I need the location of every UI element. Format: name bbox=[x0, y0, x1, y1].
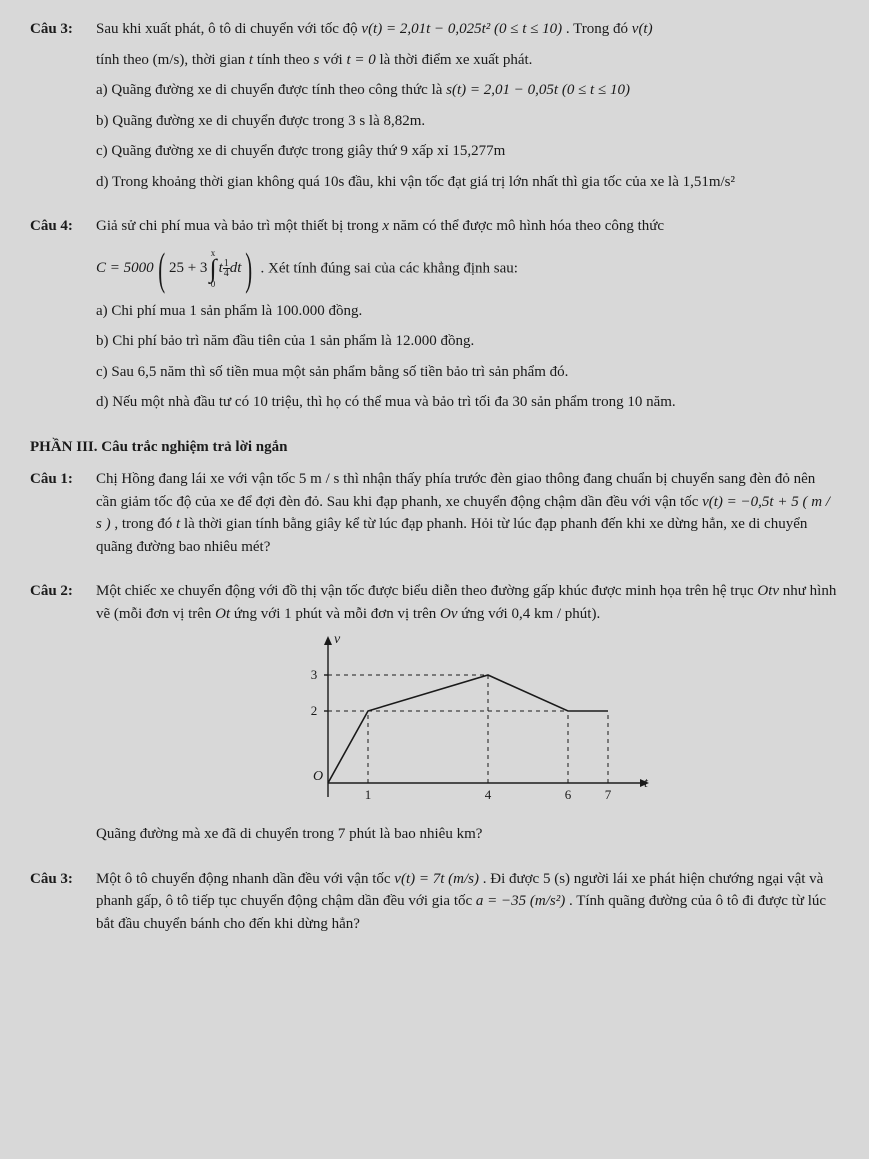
svg-text:v: v bbox=[334, 632, 341, 647]
text: Sau khi xuất phát, ô tô di chuyển với tố… bbox=[96, 21, 361, 37]
text: là thời điểm xe xuất phát. bbox=[380, 52, 533, 68]
q3-opt-c: c) Quãng đường xe di chuyển được trong g… bbox=[96, 140, 839, 163]
q3-stem-line2: tính theo (m/s), thời gian t tính theo s… bbox=[96, 49, 839, 72]
equation: a = −35 (m/s²) bbox=[476, 893, 565, 909]
svg-text:6: 6 bbox=[564, 787, 571, 802]
svg-text:1: 1 bbox=[364, 787, 371, 802]
text: . Xét tính đúng sai của các khẳng định s… bbox=[260, 260, 517, 276]
q3-label: Câu 3: bbox=[30, 18, 82, 41]
p3q3-label: Câu 3: bbox=[30, 868, 82, 891]
text: tính theo bbox=[257, 52, 314, 68]
velocity-chart: v t O 2 3 1 4 6 7 bbox=[96, 633, 839, 813]
q3-opt-b: b) Quãng đường xe di chuyển được trong 3… bbox=[96, 110, 839, 133]
var-s: s bbox=[314, 52, 320, 68]
text: tính theo (m/s), thời gian bbox=[96, 52, 249, 68]
frac-bot: 4 bbox=[224, 269, 229, 279]
otv: Otv bbox=[757, 583, 779, 599]
text: Một ô tô chuyển động nhanh dần đều với v… bbox=[96, 871, 394, 887]
p3-question-2: Câu 2: Một chiếc xe chuyển động với đồ t… bbox=[30, 580, 839, 854]
equation: t = 0 bbox=[346, 52, 375, 68]
integral-expression: C = 5000 ( 25 + 3 x ∫ 0 t 1 4 dt ) bbox=[96, 246, 257, 292]
p3q2-label: Câu 2: bbox=[30, 580, 82, 603]
q4-opt-a: a) Chi phí mua 1 sản phẩm là 100.000 đồn… bbox=[96, 300, 839, 323]
text: Một chiếc xe chuyển động với đồ thị vận … bbox=[96, 583, 757, 599]
left-paren-icon: ( bbox=[158, 246, 165, 292]
equation: v(t) bbox=[632, 21, 653, 37]
text: . Trong đó bbox=[566, 21, 632, 37]
text: a) Quãng đường xe di chuyển được tính th… bbox=[96, 82, 446, 98]
dt: dt bbox=[230, 257, 242, 280]
text: Giả sử chi phí mua và bảo trì một thiết … bbox=[96, 218, 382, 234]
q4-formula: C = 5000 ( 25 + 3 x ∫ 0 t 1 4 dt ) . Xét… bbox=[96, 246, 839, 292]
q3-opt-a: a) Quãng đường xe di chuyển được tính th… bbox=[96, 79, 839, 102]
var-t: t bbox=[176, 516, 180, 532]
int-lower: 0 bbox=[211, 280, 216, 288]
equation: v(t) = 2,01t − 0,025t² (0 ≤ t ≤ 10) bbox=[361, 21, 562, 37]
ov: Ov bbox=[440, 606, 458, 622]
q3-opt-d: d) Trong khoảng thời gian không quá 10s … bbox=[96, 171, 839, 194]
p3-question-1: Câu 1: Chị Hồng đang lái xe với vận tốc … bbox=[30, 468, 839, 566]
svg-text:O: O bbox=[313, 769, 323, 784]
var-x: x bbox=[382, 218, 389, 234]
integral-icon: x ∫ 0 bbox=[209, 249, 216, 289]
p3-question-3: Câu 3: Một ô tô chuyển động nhanh dần đề… bbox=[30, 868, 839, 944]
question-3: Câu 3: Sau khi xuất phát, ô tô di chuyển… bbox=[30, 18, 839, 201]
ot: Ot bbox=[215, 606, 230, 622]
q3-stem: Sau khi xuất phát, ô tô di chuyển với tố… bbox=[96, 18, 839, 41]
c-prefix: C = 5000 bbox=[96, 257, 154, 280]
q4-stem: Giả sử chi phí mua và bảo trì một thiết … bbox=[96, 215, 839, 238]
svg-text:t: t bbox=[644, 776, 649, 791]
q4-label: Câu 4: bbox=[30, 215, 82, 238]
p3q1-label: Câu 1: bbox=[30, 468, 82, 491]
q4-opt-b: b) Chi phí bảo trì năm đầu tiên của 1 sả… bbox=[96, 330, 839, 353]
text: ứng với 1 phút và mỗi đơn vị trên bbox=[234, 606, 440, 622]
p3q2-question: Quãng đường mà xe đã di chuyển trong 7 p… bbox=[96, 823, 839, 846]
p3q1-text: Chị Hồng đang lái xe với vận tốc 5 m / s… bbox=[96, 468, 839, 558]
svg-text:7: 7 bbox=[604, 787, 611, 802]
var-t: t bbox=[249, 52, 253, 68]
q4-opt-d: d) Nếu một nhà đầu tư có 10 triệu, thì h… bbox=[96, 391, 839, 414]
p3q2-text: Một chiếc xe chuyển động với đồ thị vận … bbox=[96, 580, 839, 625]
text: , trong đó bbox=[114, 516, 176, 532]
q3-body: Sau khi xuất phát, ô tô di chuyển với tố… bbox=[96, 18, 839, 201]
section-3-title: PHẦN III. Câu trắc nghiệm trả lời ngắn bbox=[30, 436, 839, 459]
equation: v(t) = 7t (m/s) bbox=[394, 871, 479, 887]
p3q3-body: Một ô tô chuyển động nhanh dần đều với v… bbox=[96, 868, 839, 944]
p3q1-body: Chị Hồng đang lái xe với vận tốc 5 m / s… bbox=[96, 468, 839, 566]
exponent-fraction: 1 4 bbox=[223, 259, 230, 279]
velocity-chart-svg: v t O 2 3 1 4 6 7 bbox=[288, 633, 648, 813]
inner-text: 25 + 3 bbox=[169, 257, 207, 280]
text: năm có thể được mô hình hóa theo công th… bbox=[393, 218, 664, 234]
q4-opt-c: c) Sau 6,5 năm thì số tiền mua một sản p… bbox=[96, 361, 839, 384]
text: với bbox=[323, 52, 346, 68]
right-paren-icon: ) bbox=[246, 246, 253, 292]
text: ứng với 0,4 km / phút). bbox=[461, 606, 600, 622]
svg-text:2: 2 bbox=[310, 703, 317, 718]
p3q2-body: Một chiếc xe chuyển động với đồ thị vận … bbox=[96, 580, 839, 854]
svg-text:4: 4 bbox=[484, 787, 491, 802]
equation: s(t) = 2,01 − 0,05t (0 ≤ t ≤ 10) bbox=[446, 82, 630, 98]
question-4: Câu 4: Giả sử chi phí mua và bảo trì một… bbox=[30, 215, 839, 422]
q4-body: Giả sử chi phí mua và bảo trì một thiết … bbox=[96, 215, 839, 422]
p3q3-text: Một ô tô chuyển động nhanh dần đều với v… bbox=[96, 868, 839, 936]
svg-text:3: 3 bbox=[310, 667, 317, 682]
text: là thời gian tính bằng giây kể từ lúc đạ… bbox=[96, 516, 807, 555]
int-sign: ∫ bbox=[209, 257, 216, 280]
